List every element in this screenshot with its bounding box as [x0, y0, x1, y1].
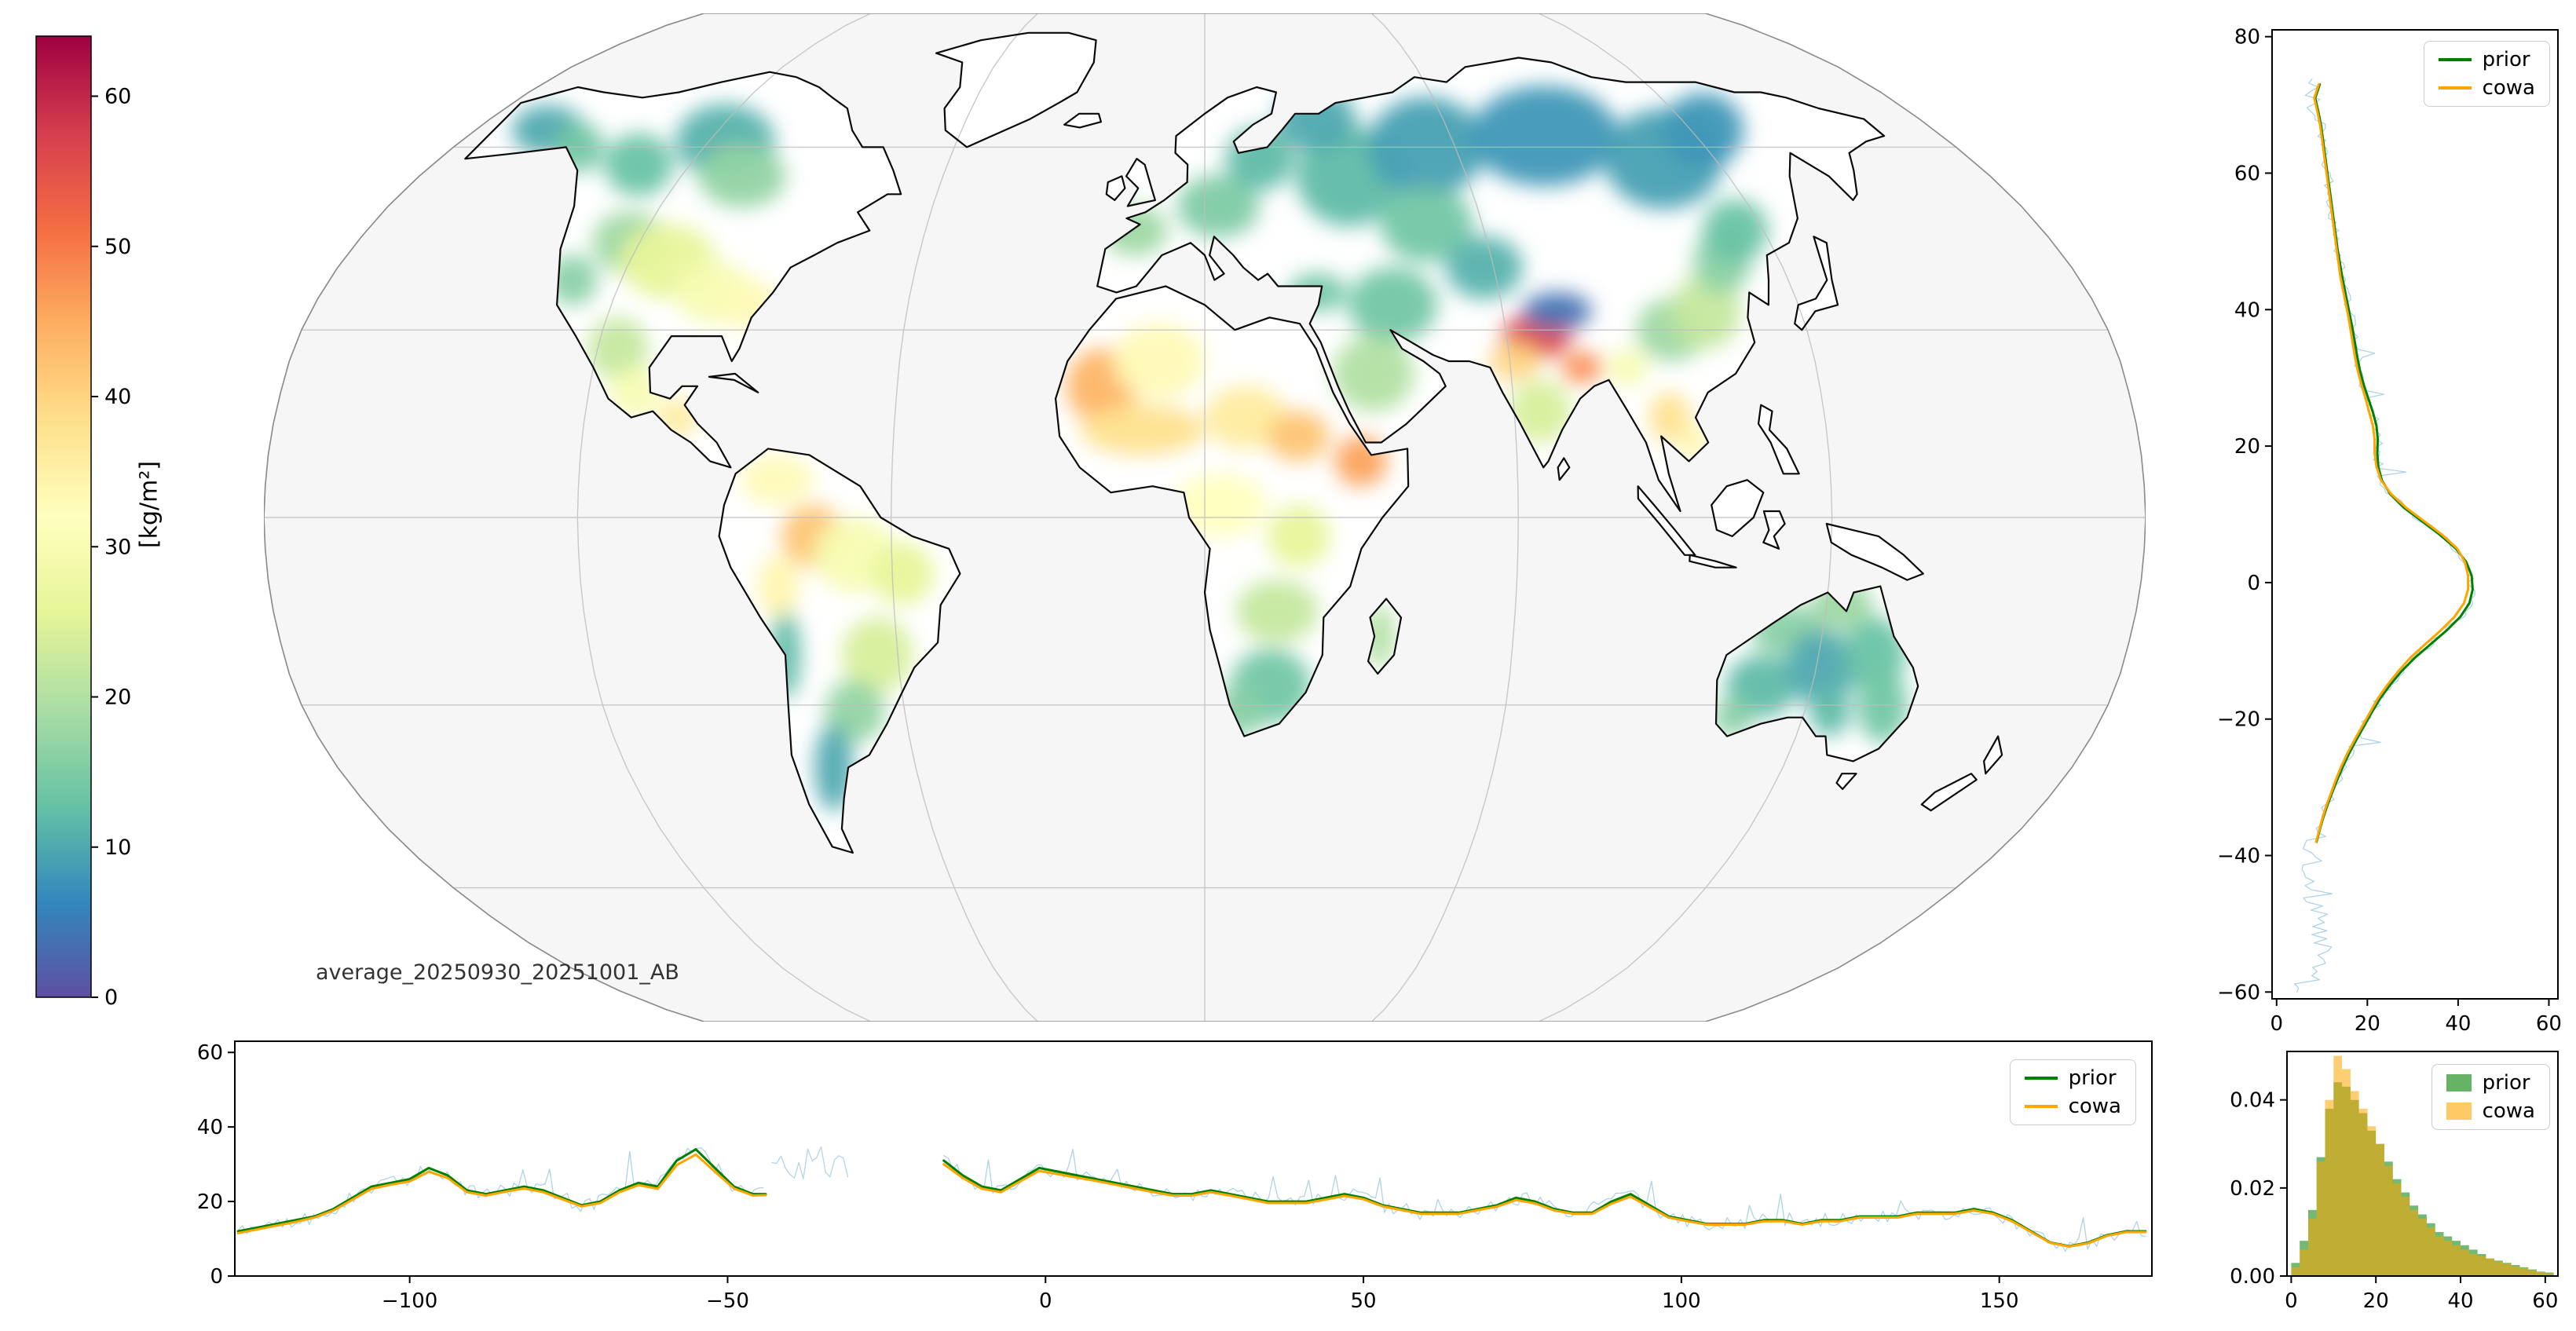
cowa-line-swatch: [2438, 86, 2472, 90]
svg-text:0: 0: [1039, 1289, 1052, 1313]
svg-text:20: 20: [104, 686, 131, 710]
legend-entry-prior: prior: [2438, 48, 2535, 71]
svg-text:150: 150: [1980, 1289, 2019, 1313]
svg-text:30: 30: [104, 535, 131, 559]
map-annotation: average_20250930_20251001_AB: [316, 960, 679, 985]
cowa-line-swatch: [2024, 1105, 2058, 1108]
prior-label: prior: [2068, 1066, 2117, 1090]
legend-entry-cowa: cowa: [2446, 1101, 2535, 1121]
meridional-legend: prior cowa: [2009, 1059, 2136, 1125]
legend-entry-cowa: cowa: [2024, 1095, 2121, 1118]
svg-text:40: 40: [2447, 1289, 2473, 1313]
svg-text:50: 50: [104, 235, 131, 259]
svg-text:20: 20: [2363, 1289, 2389, 1313]
svg-text:−20: −20: [2217, 708, 2260, 732]
svg-text:40: 40: [104, 385, 131, 409]
svg-text:60: 60: [104, 85, 131, 109]
svg-text:−40: −40: [2217, 845, 2260, 868]
zonal-profile-plot: 0 20 40 60 −60 −40 −20 0 20 40 60 80: [2217, 26, 2562, 1036]
prior-line-swatch: [2438, 58, 2472, 61]
svg-text:0.00: 0.00: [2230, 1265, 2275, 1289]
prior-label: prior: [2482, 1071, 2530, 1095]
svg-text:60: 60: [197, 1041, 223, 1065]
prior-patch-swatch: [2446, 1074, 2472, 1091]
legend-entry-prior: prior: [2446, 1073, 2535, 1093]
meridional-profile-plot: −100 −50 0 50 100 150 0 20 40 60: [197, 1040, 2153, 1313]
cowa-patch-swatch: [2446, 1102, 2472, 1120]
svg-text:10: 10: [104, 836, 131, 860]
svg-text:−50: −50: [706, 1289, 749, 1313]
world-map-panel: average_20250930_20251001_AB: [264, 13, 2146, 1022]
svg-text:60: 60: [2234, 162, 2260, 185]
legend-entry-prior: prior: [2024, 1066, 2121, 1090]
cowa-label: cowa: [2482, 76, 2535, 100]
histogram-panel: 0 20 40 60 0.00 0.02 0.04 prior cowa: [2199, 1029, 2576, 1331]
svg-text:60: 60: [2532, 1289, 2558, 1313]
colorbar-unit-label: [kg/m²]: [135, 460, 163, 549]
svg-text:0: 0: [210, 1265, 223, 1289]
svg-text:50: 50: [1351, 1289, 1377, 1313]
legend-entry-cowa: cowa: [2438, 76, 2535, 100]
cowa-label: cowa: [2068, 1095, 2121, 1118]
zonal-legend: prior cowa: [2423, 41, 2550, 107]
svg-text:20: 20: [197, 1190, 223, 1214]
svg-text:60: 60: [2536, 1012, 2562, 1036]
svg-text:−60: −60: [2217, 981, 2260, 1004]
svg-text:40: 40: [2234, 298, 2260, 322]
svg-text:0: 0: [2270, 1012, 2284, 1036]
colorbar-gradient: 0 10 20 30 40 50 60: [35, 35, 131, 1010]
svg-text:0: 0: [104, 985, 118, 1010]
svg-text:20: 20: [2234, 435, 2260, 459]
svg-text:20: 20: [2355, 1012, 2380, 1036]
svg-text:0: 0: [2285, 1289, 2298, 1313]
svg-text:−100: −100: [382, 1289, 437, 1313]
meridional-profile-panel: −100 −50 0 50 100 150 0 20 40 60 prior cowa: [188, 1021, 2168, 1331]
svg-text:40: 40: [2445, 1012, 2471, 1036]
colorbar-panel: 0 10 20 30 40 50 60 [kg/m²]: [24, 24, 243, 1052]
prior-line-swatch: [2024, 1077, 2058, 1080]
prior-label: prior: [2482, 48, 2530, 71]
histogram-legend: prior cowa: [2431, 1064, 2550, 1130]
svg-text:40: 40: [197, 1116, 223, 1139]
zonal-profile-panel: 0 20 40 60 −60 −40 −20 0 20 40 60 80 prior cowa: [2199, 16, 2576, 1060]
histogram-plot: 0 20 40 60 0.00 0.02 0.04: [2230, 1051, 2559, 1313]
world-map: [264, 13, 2146, 1022]
svg-text:80: 80: [2234, 26, 2260, 49]
cowa-label: cowa: [2482, 1099, 2535, 1123]
svg-text:0.02: 0.02: [2230, 1177, 2275, 1201]
svg-text:0: 0: [2247, 572, 2260, 595]
svg-text:0.04: 0.04: [2230, 1089, 2275, 1113]
svg-text:100: 100: [1662, 1289, 1701, 1313]
